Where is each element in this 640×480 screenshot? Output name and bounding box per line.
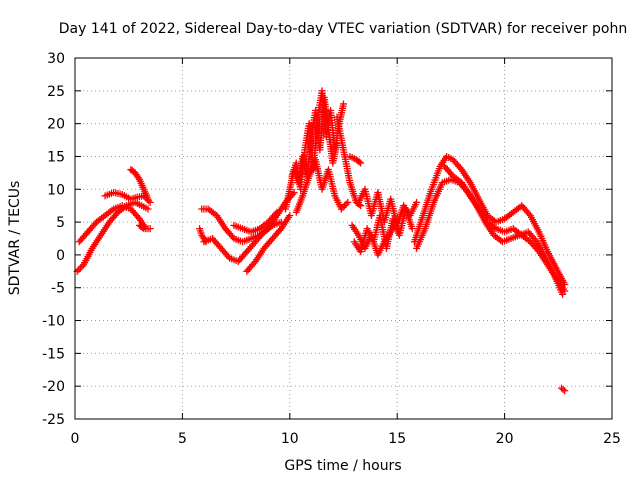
x-tick-label: 20 — [496, 431, 514, 447]
data-point — [531, 236, 539, 244]
series-arc-2c — [230, 208, 281, 236]
data-point — [286, 212, 294, 220]
data-point — [525, 210, 533, 218]
x-tick-label: 15 — [388, 431, 406, 447]
series-arc-2a — [198, 189, 298, 246]
data-point — [339, 203, 347, 211]
data-point — [271, 210, 279, 218]
data-point — [273, 208, 281, 216]
data-point — [134, 213, 142, 221]
data-point — [290, 189, 298, 197]
data-point — [224, 253, 232, 261]
data-point — [342, 200, 350, 208]
y-tick-label: 0 — [56, 248, 65, 264]
y-tick-label: 15 — [47, 149, 65, 165]
data-point — [134, 174, 142, 182]
y-tick-label: -20 — [42, 379, 65, 395]
data-point — [146, 225, 154, 233]
data-point — [408, 225, 416, 233]
data-point — [138, 224, 146, 232]
data-point — [393, 215, 401, 223]
x-tick-label: 5 — [178, 431, 187, 447]
y-tick-labels: -25 -20 -15 -10 -5 0 5 10 15 20 25 30 — [42, 51, 65, 428]
data-point — [344, 198, 352, 206]
data-point — [144, 205, 152, 213]
series-arc-3c — [292, 156, 352, 216]
data-point — [75, 266, 83, 274]
y-tick-label: 30 — [47, 51, 65, 67]
data-points — [73, 87, 569, 395]
data-point — [202, 238, 210, 246]
data-point — [78, 262, 86, 270]
data-point — [561, 387, 569, 395]
data-point — [340, 100, 347, 108]
series-arc-1b — [75, 202, 150, 246]
x-tick-label: 25 — [603, 431, 621, 447]
series-outlier — [558, 384, 569, 395]
series-arc-1e — [135, 221, 154, 233]
x-tick-label: 10 — [281, 431, 299, 447]
data-point — [561, 287, 569, 295]
series-arc-5c — [440, 162, 569, 295]
data-point — [341, 202, 349, 210]
data-point — [534, 246, 542, 254]
x-tick-labels: 0 5 10 15 20 25 — [71, 431, 621, 447]
data-point — [413, 198, 421, 206]
plot-frame — [74, 57, 613, 420]
x-axis-label: GPS time / hours — [284, 458, 401, 474]
data-point — [559, 385, 567, 393]
y-tick-label: -15 — [42, 346, 65, 362]
y-tick-label: 25 — [47, 84, 65, 100]
data-point — [456, 164, 464, 172]
data-point — [337, 205, 345, 213]
data-point — [76, 264, 84, 272]
y-tick-label: 20 — [47, 117, 65, 133]
chart-title: Day 141 of 2022, Sidereal Day-to-day VTE… — [59, 21, 627, 37]
data-point — [276, 226, 284, 234]
y-axis-label: SDTVAR / TECUs — [7, 181, 23, 296]
x-tick-label: 0 — [71, 431, 80, 447]
data-point — [357, 159, 365, 167]
series-arc-1d — [127, 166, 152, 203]
data-point — [144, 195, 152, 203]
series-arc-5a — [410, 152, 569, 288]
y-tick-label: 10 — [47, 182, 65, 198]
y-tick-label: 5 — [56, 215, 65, 231]
series-arc-3d — [333, 113, 365, 210]
series-arc-2d — [243, 212, 294, 275]
y-tick-label: -10 — [42, 314, 65, 330]
y-tick-label: -5 — [51, 281, 65, 297]
series-arc-4c — [348, 215, 401, 259]
series-arc-3e — [346, 152, 365, 167]
data-point — [201, 236, 209, 244]
series-arc-2e — [196, 225, 210, 246]
y-tick-label: -25 — [42, 412, 65, 428]
axis-ticks — [74, 57, 613, 420]
data-point — [229, 233, 237, 241]
data-point — [250, 259, 258, 267]
data-point — [355, 158, 363, 166]
